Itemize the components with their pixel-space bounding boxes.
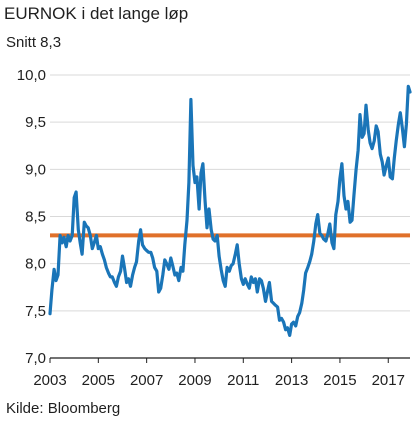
- chart-title: EURNOK i det lange løp: [4, 4, 189, 23]
- y-axis-tick-labels: 7,0 7,5 8,0 8,5 9,0 9,5 10,0: [17, 67, 46, 367]
- y-tick-label: 7,5: [25, 303, 46, 320]
- x-axis-tick-labels: 2003 2005 2007 2009 2011 2013 2015 2017: [33, 372, 405, 389]
- x-axis-ticks: [49, 358, 389, 363]
- x-tick-label: 2017: [372, 372, 405, 389]
- x-tick-label: 2007: [130, 372, 163, 389]
- x-tick-label: 2003: [33, 372, 66, 389]
- chart-subtitle: Snitt 8,3: [6, 34, 62, 51]
- x-tick-label: 2011: [227, 372, 259, 389]
- y-tick-label: 8,5: [25, 209, 46, 226]
- x-tick-label: 2015: [323, 372, 356, 389]
- x-tick-label: 2009: [178, 372, 211, 389]
- x-tick-label: 2013: [275, 372, 308, 389]
- eurnok-series-line: [48, 84, 412, 337]
- y-tick-label: 10,0: [17, 67, 46, 84]
- y-tick-label: 9,0: [25, 161, 46, 178]
- y-tick-label: 9,5: [25, 114, 46, 131]
- y-tick-label: 7,0: [25, 350, 46, 367]
- x-tick-label: 2005: [82, 372, 115, 389]
- y-tick-label: 8,0: [25, 256, 46, 273]
- source-note: Kilde: Bloomberg: [6, 400, 121, 417]
- gridlines: [50, 74, 410, 312]
